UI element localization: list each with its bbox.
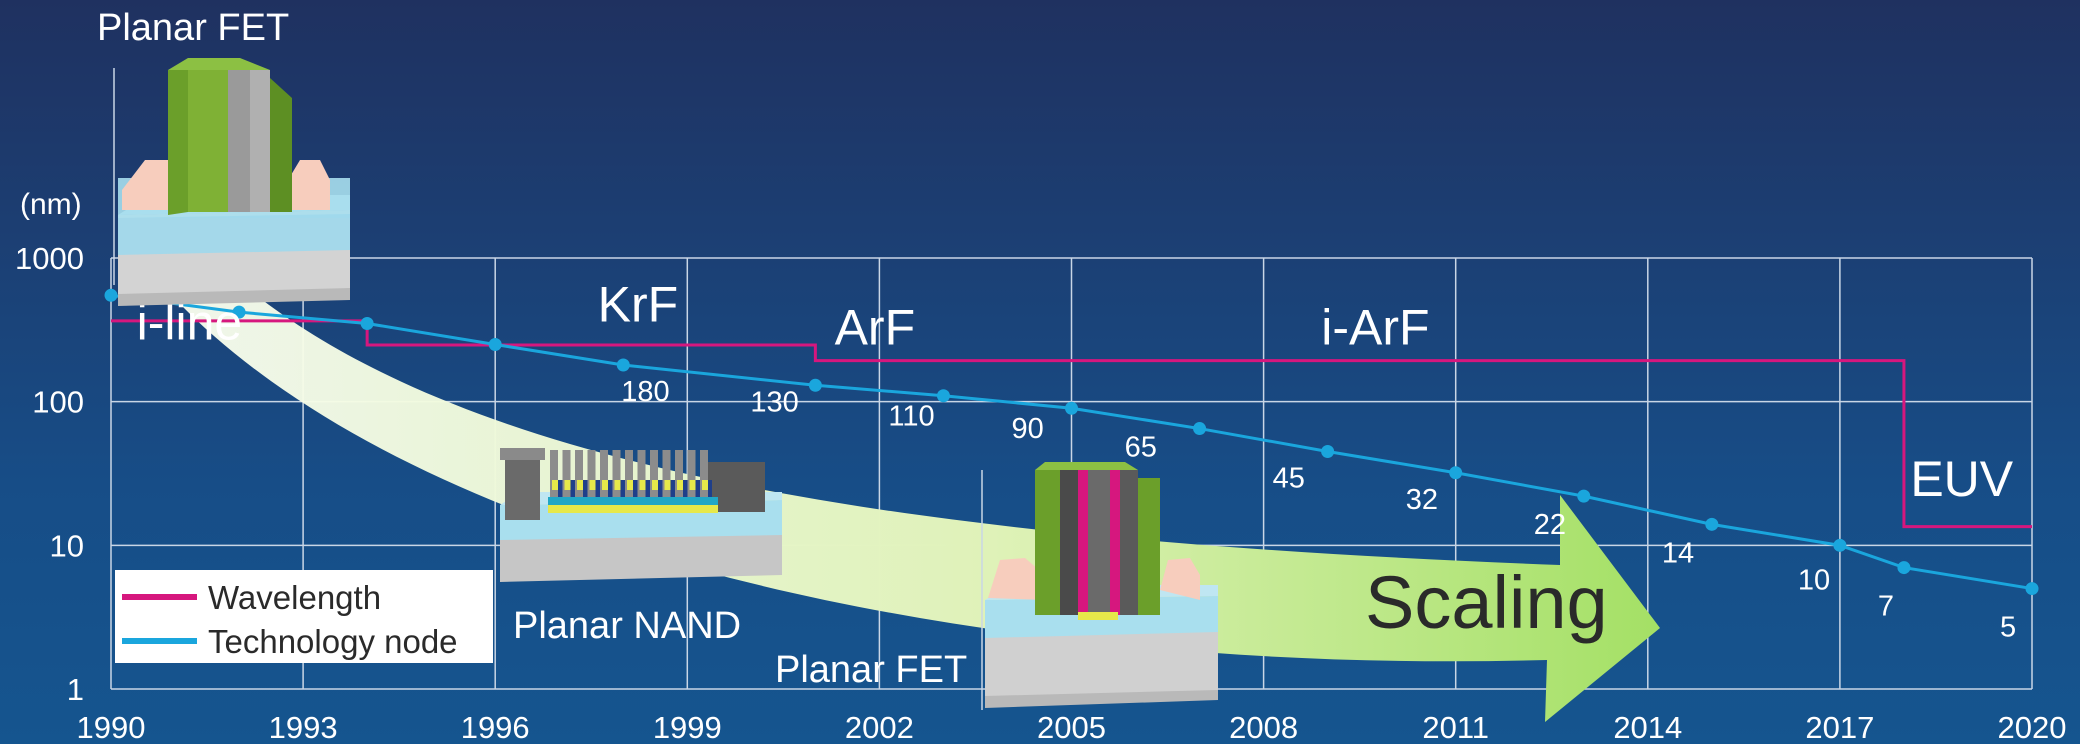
wavelength-stage-label: ArF — [835, 299, 916, 355]
nand-gate — [687, 450, 696, 498]
nand-cell — [639, 480, 646, 490]
nand-gate — [575, 450, 583, 498]
planar-fet-illustration-top — [113, 58, 350, 306]
nand-cell — [602, 480, 608, 490]
legend-label-technology-node: Technology node — [208, 623, 458, 660]
nand-cell — [652, 480, 658, 490]
technology-node-point — [1897, 561, 1911, 575]
nand-gate — [612, 450, 621, 498]
wavelength-stage-label: i-ArF — [1321, 299, 1429, 355]
nand-cell — [702, 480, 708, 490]
y-tick-label: 1000 — [15, 241, 84, 276]
technology-node-label: 22 — [1534, 509, 1566, 541]
x-tick-label: 2008 — [1229, 710, 1298, 744]
technology-node-label: 130 — [750, 386, 798, 418]
technology-node-label: 90 — [1012, 413, 1044, 445]
technology-node-label: 14 — [1662, 537, 1694, 569]
technology-node-point — [1449, 466, 1463, 480]
nand-gate — [700, 450, 708, 498]
technology-node-point — [232, 305, 246, 319]
device-label-planar-fet-middle: Planar FET — [775, 649, 967, 691]
x-tick-label: 1990 — [77, 710, 146, 744]
chart-series — [104, 288, 2039, 596]
technology-node-point — [936, 389, 950, 403]
device-label-planar-fet-top: Planar FET — [97, 7, 289, 49]
x-tick-label: 2005 — [1037, 710, 1106, 744]
technology-node-label: 45 — [1273, 462, 1305, 494]
nand-gate — [550, 450, 558, 498]
nand-cell — [552, 480, 558, 490]
nand-cell — [664, 480, 671, 490]
nand-cell — [589, 480, 596, 490]
x-tick-label: 1996 — [461, 710, 530, 744]
technology-node-point — [1833, 538, 1847, 552]
nand-gate — [562, 450, 571, 498]
nand-cell — [564, 480, 571, 490]
device-label-planar-nand: Planar NAND — [513, 605, 741, 647]
technology-node-point — [808, 378, 822, 392]
x-tick-label: 2011 — [1422, 710, 1489, 744]
nand-cell — [614, 480, 621, 490]
technology-node-point — [360, 317, 374, 331]
technology-node-label: 110 — [888, 401, 934, 433]
x-tick-label: 1999 — [653, 710, 722, 744]
technology-node-label: 32 — [1406, 484, 1438, 516]
series-line-technology-node — [110, 293, 2033, 591]
technology-node-point — [1705, 517, 1719, 531]
nand-gate — [675, 450, 683, 498]
nand-cell — [677, 480, 683, 490]
x-tick-label: 2014 — [1613, 710, 1682, 744]
technology-node-point — [488, 337, 502, 351]
x-tick-label: 2020 — [1998, 710, 2067, 744]
planar-nand-illustration — [500, 448, 782, 582]
y-axis-ticks: 1000 100 10 1 — [15, 241, 84, 707]
x-tick-label: 2002 — [845, 710, 914, 744]
technology-node-point — [1577, 489, 1591, 503]
nand-gate — [600, 450, 608, 498]
technology-node-label: 10 — [1798, 564, 1830, 596]
nand-cell — [627, 480, 633, 490]
technology-node-point — [1193, 422, 1207, 436]
nand-cell — [689, 480, 696, 490]
wavelength-stage-label: EUV — [1910, 451, 2013, 507]
nand-gate — [587, 450, 596, 498]
wavelength-stage-label: KrF — [598, 277, 679, 333]
nand-gate — [637, 450, 646, 498]
nand-gate — [625, 450, 633, 498]
legend-label-wavelength: Wavelength — [208, 579, 381, 616]
technology-node-point — [1065, 401, 1078, 415]
technology-node-labels: 180 130 110 90 65 45 32 22 14 10 7 5 — [621, 376, 2016, 644]
y-tick-label: 1 — [67, 672, 84, 707]
scaling-label: Scaling — [1365, 561, 1608, 644]
technology-node-label: 7 — [1878, 591, 1894, 623]
technology-node-label: 180 — [621, 376, 669, 408]
technology-node-point — [616, 358, 630, 372]
x-tick-label: 2017 — [1805, 710, 1874, 744]
chart-legend: Wavelength Technology node — [115, 570, 493, 663]
technology-node-point — [2025, 582, 2039, 596]
x-axis-ticks: 1990 1993 1996 1999 2002 2005 2008 2011 2014 2017… — [77, 710, 2067, 744]
nand-cell — [577, 480, 583, 490]
nand-gate — [650, 450, 658, 498]
technology-node-point — [104, 288, 118, 302]
scaling-arrow — [178, 278, 1660, 722]
nand-gate — [662, 450, 671, 498]
x-tick-label: 1993 — [269, 710, 338, 744]
technology-node-point — [1321, 444, 1335, 458]
planar-fet-illustration-middle — [981, 462, 1218, 710]
y-tick-label: 100 — [32, 385, 84, 420]
technology-node-label: 65 — [1125, 432, 1157, 464]
y-axis-unit-label: (nm) — [20, 188, 82, 221]
technology-node-label: 5 — [2000, 612, 2016, 644]
y-tick-label: 10 — [50, 528, 84, 563]
